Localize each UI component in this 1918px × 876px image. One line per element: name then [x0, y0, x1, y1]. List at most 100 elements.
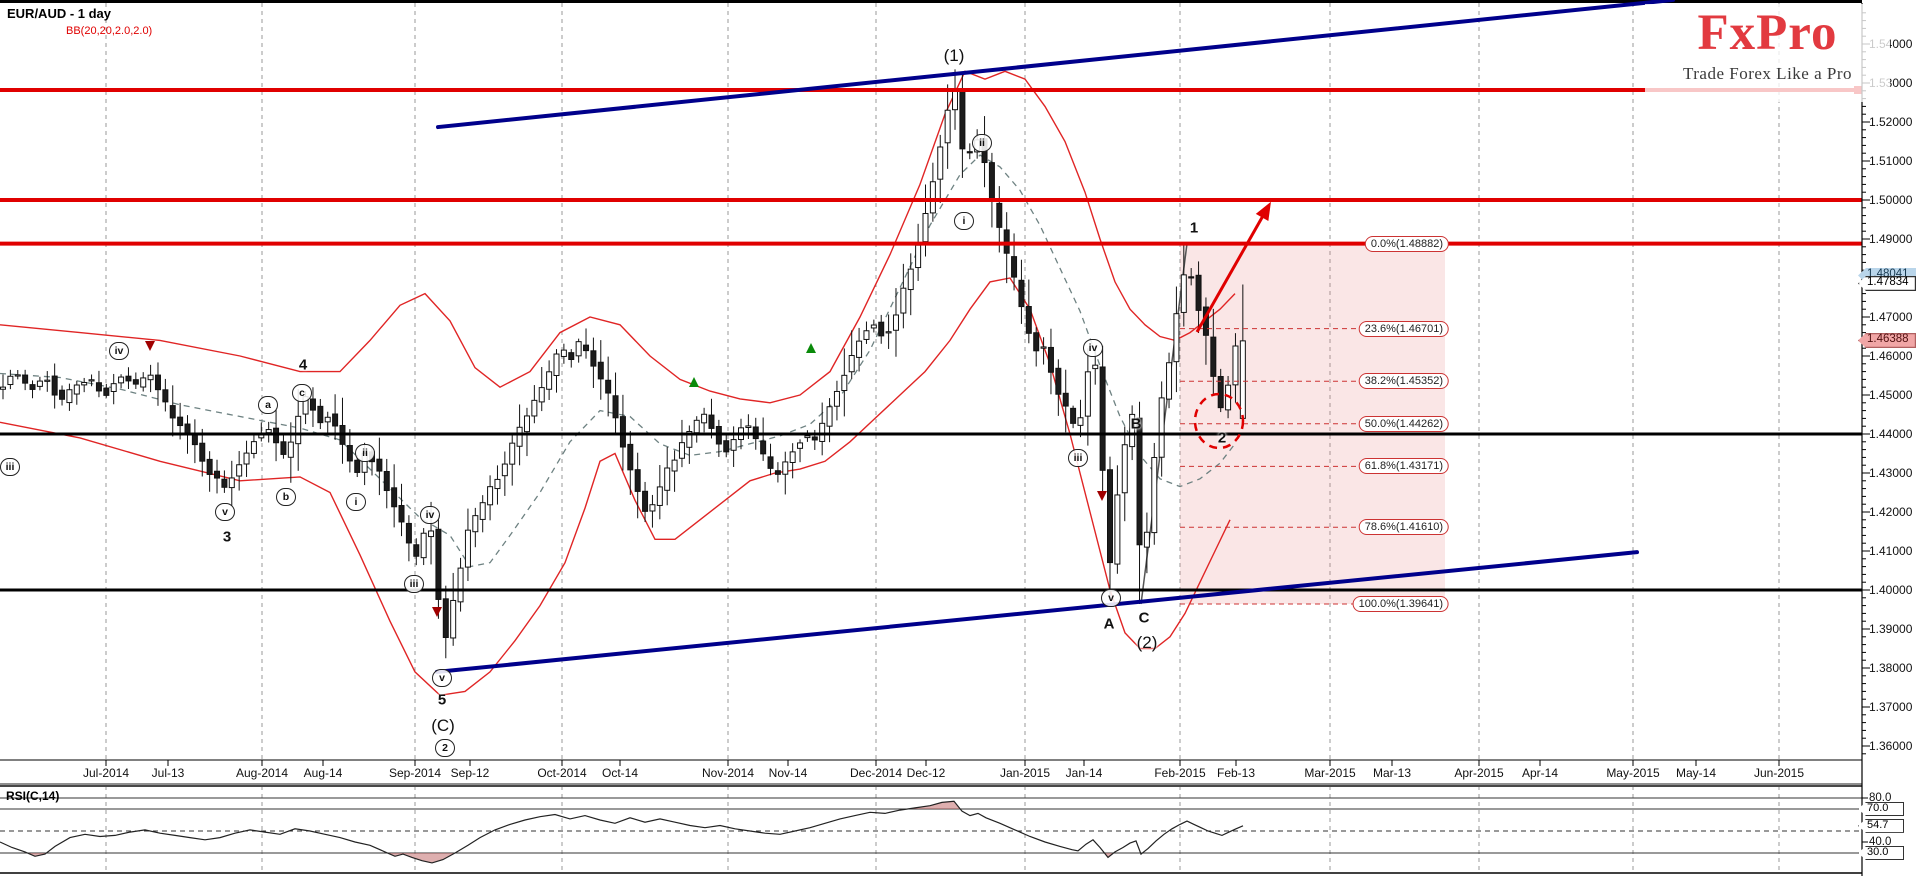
date-axis-label: Nov-14 — [768, 766, 808, 780]
fib-level-label[interactable]: 78.6%(1.41610) — [1358, 519, 1449, 536]
fib-level-label[interactable]: 61.8%(1.43171) — [1358, 458, 1449, 475]
wave-label-2: 2 — [1217, 429, 1227, 447]
sell-signal-arrow-icon — [432, 607, 442, 617]
date-axis-label: Feb-2015 — [1154, 766, 1206, 780]
wave-label-B: B — [1130, 415, 1142, 433]
date-axis-label: Apr-14 — [1521, 766, 1559, 780]
fib-level-label[interactable]: 0.0%(1.48882) — [1364, 235, 1449, 252]
date-axis-label: Jul-2014 — [82, 766, 130, 780]
wave-label-1: (1) — [943, 46, 965, 65]
chart-title: EUR/AUD - 1 day — [7, 6, 112, 21]
price-axis-label: 1.41000 — [1869, 544, 1913, 558]
date-axis-label: Dec-12 — [906, 766, 946, 780]
price-axis-label: 1.42000 — [1869, 505, 1913, 519]
price-axis-label: 1.44000 — [1869, 427, 1913, 441]
price-axis-label: 1.47000 — [1869, 310, 1913, 324]
wave-label-iv: iv — [109, 342, 129, 360]
wave-label-2: 2 — [435, 739, 455, 757]
wave-label-iii: iii — [0, 458, 20, 476]
wave-label-C: C — [1138, 609, 1150, 627]
date-axis-label: May-14 — [1675, 766, 1717, 780]
date-axis-label: Jun-2015 — [1753, 766, 1805, 780]
wave-label-iv: iv — [420, 506, 440, 524]
price-axis-label: 1.52000 — [1869, 115, 1913, 129]
wave-label-v: v — [215, 503, 235, 521]
rsi-level-tag: 30.0 — [1858, 846, 1904, 860]
date-axis-label: Jul-13 — [151, 766, 185, 780]
horizontal-levels[interactable] — [0, 86, 1862, 592]
fxpro-logo-text: FxPro — [1697, 5, 1838, 61]
wave-label-4: 4 — [298, 356, 308, 374]
candlesticks — [0, 69, 1246, 659]
wave-label-C: (C) — [431, 716, 455, 735]
pane-separator[interactable] — [0, 783, 1918, 787]
price-axis-label: 1.43000 — [1869, 466, 1913, 480]
date-axis-label: Apr-2015 — [1454, 766, 1504, 780]
date-axis-label: Nov-2014 — [701, 766, 755, 780]
bollinger-upper-band — [0, 70, 1236, 404]
wave-label-A: A — [1103, 615, 1115, 633]
buy-signal-arrow-icon — [689, 377, 699, 387]
projection-arrowhead — [1255, 201, 1271, 221]
wave-label-5: 5 — [437, 691, 447, 709]
date-axis-label: Aug-2014 — [235, 766, 289, 780]
wave2-highlight-circle[interactable] — [1193, 392, 1245, 450]
wave-label-i: i — [954, 212, 974, 230]
window-top-border — [0, 0, 1918, 3]
price-tag-last: 1.47834 — [1858, 276, 1916, 291]
date-axis-label: Dec-2014 — [849, 766, 903, 780]
date-axis-label: Oct-2014 — [537, 766, 587, 780]
wave-label-b: b — [276, 488, 296, 506]
wave-label-iii: iii — [404, 575, 424, 593]
date-axis-label: Oct-14 — [601, 766, 639, 780]
price-tag-bid: 1.46388 — [1858, 333, 1916, 348]
date-axis-label: Mar-13 — [1372, 766, 1412, 780]
price-axis-label: 1.49000 — [1869, 232, 1913, 246]
sell-signal-arrow-icon — [145, 341, 155, 351]
buy-signal-arrow-icon — [806, 343, 816, 353]
wave-label-v: v — [432, 669, 452, 687]
wave-label-i: i — [346, 493, 366, 511]
date-axis-label: Aug-14 — [303, 766, 343, 780]
rsi-level-label: 80.0 — [1869, 792, 1892, 804]
fib-level-label[interactable]: 38.2%(1.45352) — [1358, 373, 1449, 390]
indicator-label: BB(20,20,2.0,2.0) — [66, 25, 153, 37]
fxpro-tagline: Trade Forex Like a Pro — [1682, 64, 1852, 83]
date-axis-label: Mar-2015 — [1304, 766, 1356, 780]
projection-arrow[interactable] — [1195, 206, 1270, 333]
wave-label-iii: iii — [1068, 449, 1088, 467]
fib-level-label[interactable]: 100.0%(1.39641) — [1352, 596, 1449, 612]
price-axis-label: 1.51000 — [1869, 154, 1913, 168]
price-axis-label: 1.40000 — [1869, 583, 1913, 597]
wave-label-ii: ii — [972, 134, 992, 152]
fib-level-label[interactable]: 23.6%(1.46701) — [1358, 320, 1449, 337]
date-axis-label: Sep-2014 — [388, 766, 442, 780]
date-axis-label: Sep-12 — [450, 766, 490, 780]
date-axis-label: Feb-13 — [1216, 766, 1256, 780]
wave-label-v: v — [1101, 589, 1121, 607]
date-axis-label: May-2015 — [1606, 766, 1660, 780]
wave-label-2: (2) — [1136, 633, 1158, 652]
price-axis-label: 1.45000 — [1869, 388, 1913, 402]
wave-label-1: 1 — [1189, 219, 1199, 237]
price-axis-label: 1.50000 — [1869, 193, 1913, 207]
wave-label-c: c — [292, 384, 312, 402]
date-axis-label: Jan-14 — [1065, 766, 1103, 780]
rsi-level-tag: 70.0 — [1858, 802, 1904, 816]
rsi-current-value-tag: 54.7 — [1858, 818, 1904, 833]
wave-label-3: 3 — [222, 528, 232, 546]
price-axis-label: 1.46000 — [1869, 349, 1913, 363]
fib-level-label[interactable]: 50.0%(1.44262) — [1358, 415, 1449, 432]
price-axis-label: 1.38000 — [1869, 661, 1913, 675]
fxpro-logo: FxPro Trade Forex Like a Pro — [1645, 4, 1890, 102]
wave-label-iv: iv — [1083, 339, 1103, 357]
trendlines[interactable] — [435, 0, 1675, 674]
rsi-line — [0, 800, 1244, 864]
date-axis-label: Jan-2015 — [999, 766, 1051, 780]
price-axis-label: 1.36000 — [1869, 739, 1913, 753]
sell-signal-arrow-icon — [1097, 491, 1107, 501]
rsi-indicator-label: RSI(C,14) — [6, 789, 60, 803]
price-axis-label: 1.39000 — [1869, 622, 1913, 636]
